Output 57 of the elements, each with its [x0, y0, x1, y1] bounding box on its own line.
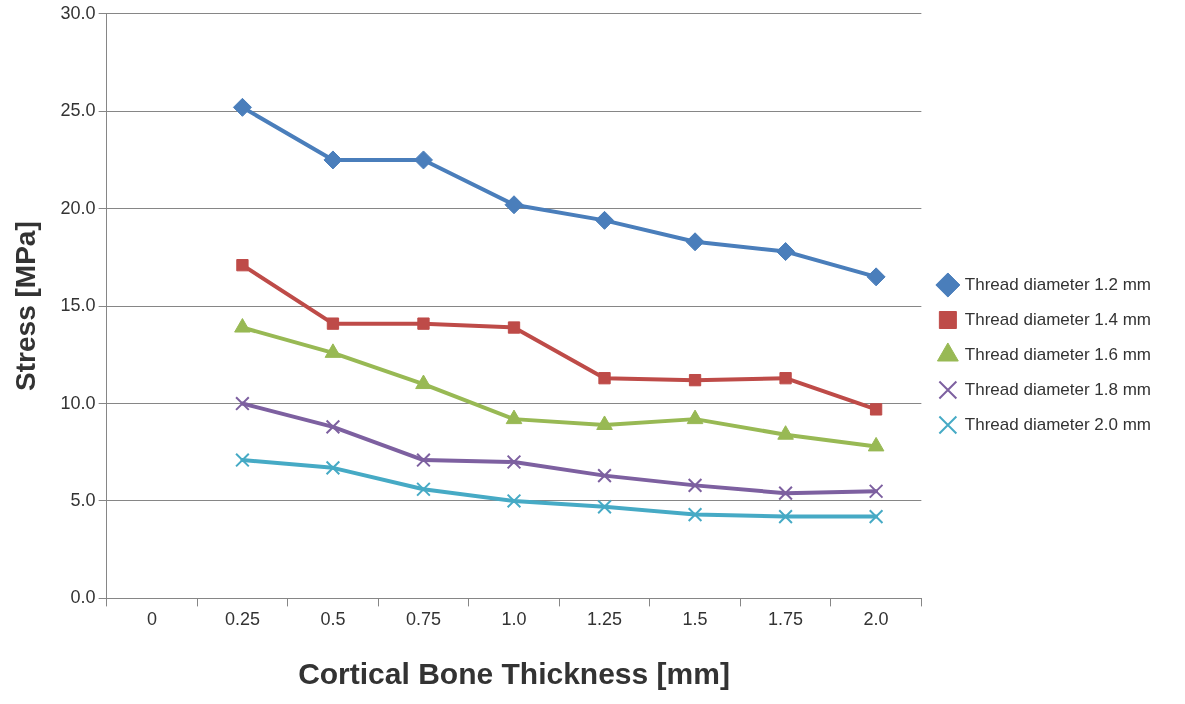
point [507, 321, 521, 334]
point [326, 317, 340, 330]
point [869, 403, 883, 416]
point [325, 419, 341, 435]
point [415, 374, 432, 390]
y-tick-label: 10.0 [60, 392, 96, 413]
x-tick-label: 0.5 [320, 609, 346, 630]
point [323, 150, 343, 170]
point [416, 481, 431, 497]
point [416, 452, 431, 468]
y-tick-label: 5.0 [70, 489, 96, 510]
point [687, 507, 703, 522]
legend-label: Thread diameter 1.2 mm [964, 274, 1152, 294]
point [325, 460, 341, 476]
point [778, 509, 793, 524]
point [685, 232, 705, 252]
y-tick-label: 0.0 [70, 587, 96, 608]
y-tick-label: 25.0 [60, 100, 96, 121]
x-tick-label: 0.75 [405, 609, 441, 630]
point [235, 396, 250, 411]
point [598, 372, 611, 385]
y-tick-label: 20.0 [60, 197, 96, 218]
point [778, 485, 793, 501]
point [779, 372, 792, 385]
y-axis-title: Stress [MPa] [9, 221, 41, 391]
point [597, 468, 612, 483]
point [687, 478, 703, 493]
point [595, 210, 615, 230]
point [776, 242, 796, 262]
point [417, 317, 430, 330]
x-tick-label: 1.25 [587, 609, 623, 630]
point [506, 454, 522, 470]
legend-label: Thread diameter 1.8 mm [964, 379, 1152, 399]
x-axis-title: Cortical Bone Thickness [mm] [298, 657, 730, 691]
x-tick-label: 0.25 [224, 609, 260, 630]
point [688, 373, 702, 387]
legend-label: Thread diameter 1.6 mm [964, 344, 1152, 364]
x-tick-label: 1.0 [501, 609, 527, 630]
point [868, 509, 884, 524]
legend-label: Thread diameter 2.0 mm [964, 414, 1152, 434]
point [504, 195, 524, 215]
y-tick-label: 15.0 [60, 295, 96, 316]
x-tick-label: 1.5 [682, 609, 708, 630]
y-tick-label: 30.0 [60, 2, 96, 23]
x-tick-label: 1.75 [768, 609, 804, 630]
point [597, 499, 612, 515]
point [866, 267, 886, 287]
point [236, 259, 249, 272]
legend-label: Thread diameter 1.4 mm [964, 309, 1152, 329]
x-tick-label: 0 [146, 609, 157, 630]
point [868, 483, 884, 499]
point [232, 97, 252, 117]
point [506, 493, 522, 509]
point [413, 150, 433, 170]
point [235, 452, 250, 468]
point [234, 318, 251, 333]
x-tick-label: 2.0 [863, 609, 889, 630]
